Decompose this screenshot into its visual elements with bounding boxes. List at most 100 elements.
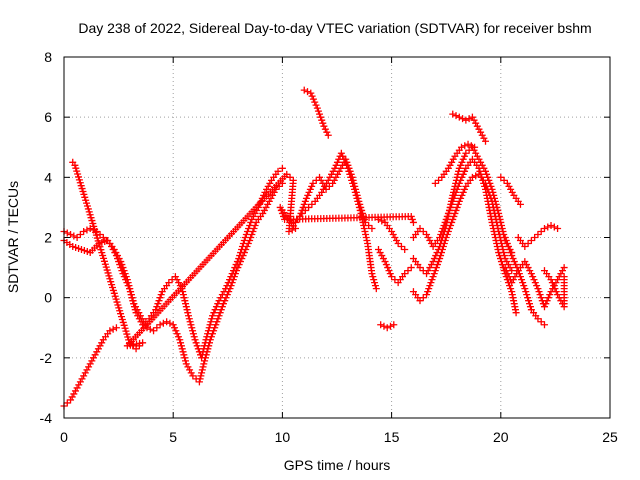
data-point-track-b xyxy=(76,230,84,238)
data-point-track-g xyxy=(393,237,401,245)
data-point-track-c xyxy=(124,279,132,287)
data-point-track-q xyxy=(507,249,515,257)
data-point-track-k xyxy=(499,246,507,254)
data-point-track-l xyxy=(438,234,446,241)
data-point-track-d xyxy=(369,273,377,281)
data-point-track-l xyxy=(459,155,467,163)
data-point-track-e xyxy=(300,86,308,94)
data-point-track-l xyxy=(500,230,508,238)
data-point-track-f xyxy=(319,179,327,187)
data-point-track-a xyxy=(70,390,78,398)
data-point-track-p xyxy=(557,270,565,278)
data-point-track-l xyxy=(482,167,490,175)
data-point-track-s xyxy=(551,285,559,293)
data-point-track-l xyxy=(444,212,452,220)
data-point-track-l xyxy=(494,206,502,214)
data-point-track-b xyxy=(157,291,165,299)
data-point-track-b xyxy=(211,306,219,314)
data-point-track-c xyxy=(227,282,235,290)
data-point-track-c xyxy=(146,325,154,333)
data-point-track-f xyxy=(299,203,307,211)
data-point-track-m xyxy=(467,142,475,150)
data-point-track-q xyxy=(513,264,521,272)
data-point-track-c xyxy=(240,249,248,257)
data-point-track-i xyxy=(387,322,395,330)
data-point-track-b xyxy=(180,294,188,302)
data-point-track-b xyxy=(210,309,218,317)
data-point-track-p xyxy=(542,300,550,308)
data-point-track-b xyxy=(153,303,161,311)
data-point-track-h xyxy=(378,252,386,260)
data-point-track-a xyxy=(109,325,117,333)
data-point-track-n xyxy=(478,131,486,139)
data-point-track-l xyxy=(472,149,480,157)
data-point-track-b xyxy=(186,318,194,326)
data-point-track-j xyxy=(416,224,424,232)
data-point-track-r xyxy=(537,227,545,235)
data-point-track-k xyxy=(459,188,467,196)
data-point-track-a xyxy=(93,348,101,356)
data-point-track-l xyxy=(449,188,457,196)
data-point-track-s xyxy=(547,276,555,284)
data-point-track-q xyxy=(526,303,534,311)
data-point-track-l xyxy=(475,155,483,163)
data-point-track-g xyxy=(394,240,402,248)
data-point-track-k xyxy=(431,267,439,275)
data-point-track-l xyxy=(452,179,460,187)
data-point-track-c xyxy=(180,351,188,359)
data-point-track-b xyxy=(184,312,192,320)
data-point-track-e xyxy=(324,131,332,139)
data-point-track-n xyxy=(477,128,485,136)
data-point-track-c xyxy=(182,360,190,368)
data-point-track-k xyxy=(468,173,476,181)
data-point-track-p xyxy=(540,303,548,311)
data-point-track-a xyxy=(80,372,88,380)
data-point-track-s xyxy=(548,279,556,287)
data-point-track-f xyxy=(309,179,317,187)
data-point-track-c xyxy=(215,312,223,320)
data-point-track-k xyxy=(498,243,506,251)
data-point-scatter-extra xyxy=(279,212,287,220)
data-point-track-b xyxy=(67,230,75,238)
data-point-track-l xyxy=(447,197,455,205)
data-point-track-l xyxy=(462,149,470,157)
data-point-track-n xyxy=(480,134,488,142)
data-point-track-c xyxy=(114,252,122,260)
data-point-track-d xyxy=(329,167,337,175)
data-point-track-c xyxy=(265,197,273,205)
data-point-track-l xyxy=(453,173,461,181)
data-point-track-c xyxy=(207,333,215,341)
data-point-track-p xyxy=(502,267,510,275)
data-point-track-q xyxy=(524,294,532,302)
data-point-track-q xyxy=(534,315,542,323)
data-point-scatter-extra xyxy=(278,209,286,217)
data-point-track-l xyxy=(485,176,493,184)
y-tick-label: 2 xyxy=(44,230,52,246)
data-point-track-k xyxy=(425,285,433,293)
data-point-track-m xyxy=(449,155,457,163)
data-point-track-f xyxy=(356,200,364,208)
data-point-track-p xyxy=(558,267,566,275)
data-point-track-b xyxy=(99,234,107,241)
data-point-track-p xyxy=(526,267,534,275)
data-point-track-l xyxy=(483,170,491,178)
data-point-track-f xyxy=(335,167,343,175)
x-axis-label: GPS time / hours xyxy=(284,457,391,473)
data-point-track-r xyxy=(527,237,535,245)
data-point-track-f xyxy=(365,221,373,229)
data-point-track-f xyxy=(298,206,306,214)
data-point-track-p xyxy=(537,294,545,302)
data-point-track-n xyxy=(455,113,463,121)
data-point-track-b xyxy=(193,342,201,350)
data-point-track-b xyxy=(266,179,274,187)
data-point-track-l xyxy=(445,206,453,214)
data-point-track-c xyxy=(219,300,227,308)
data-point-track-c xyxy=(209,330,217,338)
data-point-track-c xyxy=(126,285,134,293)
data-point-track-c xyxy=(267,194,275,202)
data-point-track-p xyxy=(527,270,535,278)
data-point-track-c xyxy=(205,342,213,350)
data-point-track-m xyxy=(464,140,472,148)
data-point-track-l xyxy=(424,267,432,275)
data-point-track-c xyxy=(115,255,123,263)
